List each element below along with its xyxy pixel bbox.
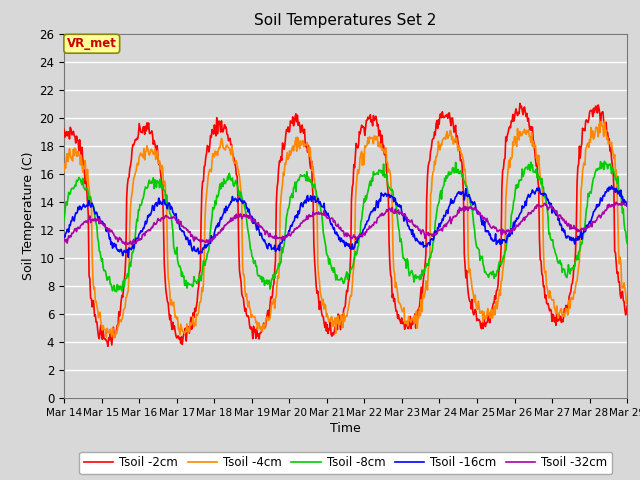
Tsoil -32cm (623, 203, 631, 209)
Tsoil -8cm (415, 275, 422, 280)
Tsoil -4cm (186, 320, 194, 325)
Tsoil -32cm (60, 236, 68, 241)
Tsoil -32cm (431, 232, 439, 238)
Tsoil -8cm (431, 219, 439, 225)
Tsoil -8cm (601, 158, 609, 164)
Tsoil -8cm (623, 240, 631, 246)
Y-axis label: Soil Temperature (C): Soil Temperature (C) (22, 152, 35, 280)
Tsoil -2cm (129, 142, 137, 147)
Line: Tsoil -4cm: Tsoil -4cm (64, 121, 627, 338)
Tsoil -2cm (104, 343, 112, 349)
Text: VR_met: VR_met (67, 37, 116, 50)
Line: Tsoil -8cm: Tsoil -8cm (64, 161, 627, 292)
Tsoil -32cm (415, 228, 422, 233)
Tsoil -4cm (216, 145, 224, 151)
Tsoil -32cm (129, 238, 137, 244)
Tsoil -2cm (431, 132, 439, 138)
Tsoil -16cm (216, 218, 224, 224)
Tsoil -2cm (60, 127, 68, 132)
X-axis label: Time: Time (330, 422, 361, 435)
Tsoil -4cm (60, 168, 68, 174)
Tsoil -4cm (111, 335, 119, 341)
Tsoil -32cm (186, 229, 194, 235)
Tsoil -8cm (186, 281, 194, 287)
Tsoil -2cm (415, 306, 422, 312)
Tsoil -16cm (186, 237, 194, 243)
Tsoil -16cm (124, 254, 132, 260)
Tsoil -16cm (608, 183, 616, 189)
Tsoil -32cm (128, 242, 136, 248)
Tsoil -4cm (601, 118, 609, 124)
Tsoil -16cm (60, 233, 68, 239)
Tsoil -8cm (113, 289, 120, 295)
Legend: Tsoil -2cm, Tsoil -4cm, Tsoil -8cm, Tsoil -16cm, Tsoil -32cm: Tsoil -2cm, Tsoil -4cm, Tsoil -8cm, Tsoi… (79, 452, 612, 474)
Tsoil -4cm (70, 153, 78, 158)
Line: Tsoil -2cm: Tsoil -2cm (64, 103, 627, 346)
Tsoil -8cm (70, 184, 78, 190)
Tsoil -32cm (618, 199, 625, 204)
Tsoil -2cm (516, 100, 524, 106)
Tsoil -2cm (70, 132, 78, 138)
Tsoil -8cm (129, 250, 137, 255)
Tsoil -8cm (216, 181, 224, 187)
Tsoil -2cm (216, 121, 224, 127)
Tsoil -2cm (186, 323, 194, 328)
Tsoil -16cm (70, 218, 78, 224)
Tsoil -4cm (623, 300, 631, 306)
Tsoil -4cm (415, 315, 422, 321)
Tsoil -16cm (623, 203, 631, 209)
Tsoil -2cm (623, 303, 631, 309)
Tsoil -4cm (431, 162, 439, 168)
Tsoil -32cm (70, 228, 78, 233)
Tsoil -32cm (216, 230, 224, 236)
Tsoil -4cm (129, 182, 137, 188)
Line: Tsoil -32cm: Tsoil -32cm (64, 202, 627, 245)
Tsoil -8cm (60, 217, 68, 223)
Title: Soil Temperatures Set 2: Soil Temperatures Set 2 (255, 13, 436, 28)
Tsoil -16cm (415, 239, 422, 245)
Tsoil -16cm (129, 242, 137, 248)
Line: Tsoil -16cm: Tsoil -16cm (64, 186, 627, 257)
Tsoil -16cm (431, 228, 439, 234)
